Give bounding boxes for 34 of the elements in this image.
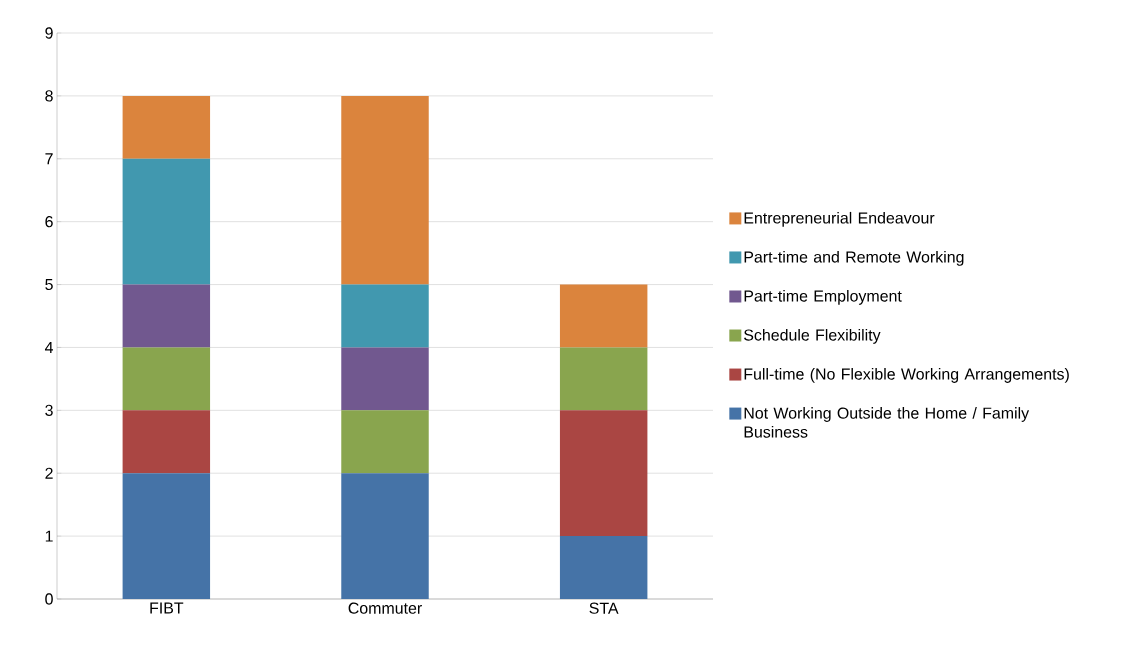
bar	[341, 284, 429, 348]
y-tick-label: 5	[45, 278, 53, 291]
bar	[341, 410, 429, 474]
bar	[122, 95, 211, 159]
bar	[559, 410, 648, 537]
x-tick-label: Commuter	[348, 602, 422, 614]
y-tick-label: 9	[45, 27, 53, 39]
legend-label: Part-time and Remote Working	[744, 250, 964, 266]
bar	[559, 536, 648, 599]
y-tick-label: 4	[44, 341, 54, 353]
bar	[122, 347, 211, 411]
bar	[559, 284, 648, 348]
x-tick-label: FIBT	[150, 602, 184, 614]
y-tick-label: 1	[45, 530, 53, 542]
bar	[122, 284, 211, 348]
y-tick-label: 7	[45, 153, 53, 165]
y-tick-label: 8	[45, 90, 53, 102]
legend-label: Part-time Employment	[744, 289, 902, 305]
y-tick-label: 2	[45, 467, 53, 479]
legend-label: Entrepreneurial Endeavour	[744, 211, 935, 227]
y-tick-label: 0	[45, 593, 53, 605]
bar	[122, 158, 211, 285]
legend-label: Schedule Flexibility	[744, 329, 881, 344]
bar	[122, 410, 211, 474]
bar	[341, 95, 429, 285]
legend-label: Not Working Outside the Home / Family Business	[744, 407, 1030, 438]
bar	[341, 347, 429, 411]
bar	[559, 347, 648, 411]
bar	[122, 473, 211, 599]
y-tick-label: 6	[45, 216, 53, 228]
y-tick-label: 3	[45, 404, 53, 416]
legend-label: Full-time (No Flexible Working Arrangements)	[744, 368, 1069, 383]
x-tick-label: STA	[589, 602, 619, 614]
bar	[341, 473, 429, 599]
